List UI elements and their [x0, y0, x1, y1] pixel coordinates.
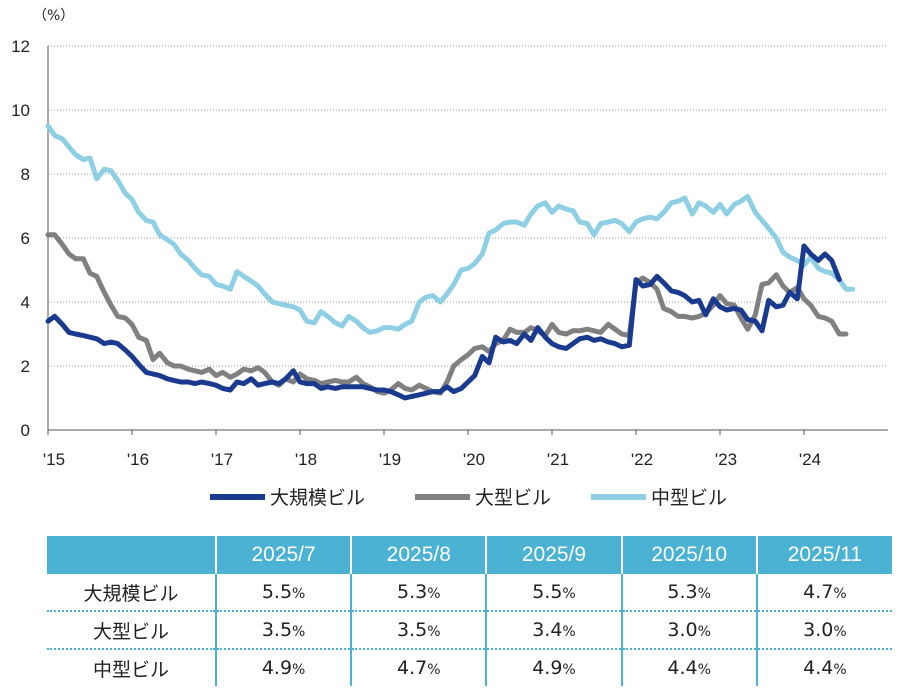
table-cell-unit: %	[833, 586, 847, 602]
chart-legend: 大規模ビル 大型ビル 中型ビル	[210, 487, 727, 509]
table-cell-value: 4.9	[532, 657, 563, 679]
table-corner-cell	[47, 536, 216, 574]
table-column-header: 2025/8	[350, 536, 487, 574]
y-tick-label: 10	[11, 101, 30, 120]
y-axis-ticks: 0 2 4 6 8 10 12	[11, 37, 30, 440]
table-cell-unit: %	[833, 662, 847, 678]
table-column-header: 2025/9	[485, 536, 622, 574]
table-cell: 4.7%	[350, 649, 487, 686]
table-row: 大規模ビル 5.5% 5.3% 5.5% 5.3% 4.7%	[47, 574, 892, 612]
table-cell-value: 4.4	[667, 657, 698, 679]
y-tick-label: 8	[21, 165, 30, 184]
table-cell-unit: %	[427, 586, 441, 602]
table-cell-unit: %	[292, 586, 306, 602]
table-cell-value: 3.5	[261, 619, 293, 641]
table-cell-unit: %	[697, 586, 711, 602]
table-cell-unit: %	[562, 586, 576, 602]
line-chart: （%） 0 2 4 6 8 10 12 '15 '16 '17 '18 '19 '20 '21 '22 '2…	[11, 8, 888, 509]
y-tick-label: 0	[21, 421, 30, 440]
table-cell: 3.5%	[214, 611, 352, 650]
table-cell: 4.9%	[485, 649, 622, 686]
x-tick-label: '18	[295, 450, 317, 469]
legend-label: 中型ビル	[651, 487, 727, 509]
table-cell-value: 5.3	[397, 581, 428, 603]
x-tick-label: '19	[379, 450, 401, 469]
table-cell-value: 5.5	[261, 581, 293, 603]
y-axis-unit-label: （%）	[33, 8, 74, 24]
table-cell: 5.5%	[214, 574, 352, 612]
table-row-label: 大規模ビル	[47, 574, 216, 612]
table-cell-value: 5.3	[667, 581, 698, 603]
table-column-header: 2025/11	[755, 536, 892, 574]
x-tick-label: '24	[799, 450, 821, 469]
x-axis-ticks: '15 '16 '17 '18 '19 '20 '21 '22 '23 '24	[43, 430, 821, 469]
table-cell-unit: %	[427, 624, 441, 640]
series-line	[45, 243, 842, 401]
table-cell-value: 3.0	[803, 619, 834, 641]
table-row-label: 中型ビル	[92, 658, 169, 681]
table-cell-value: 3.0	[667, 619, 698, 641]
table-cell-unit: %	[833, 624, 847, 640]
table-cell-value: 4.7	[803, 581, 834, 603]
table-cell-unit: %	[292, 662, 306, 678]
chart-grid	[47, 45, 888, 431]
table-cell: 4.4%	[755, 649, 892, 686]
table-cell-value: 4.4	[803, 657, 834, 679]
x-tick-label: '16	[127, 450, 149, 469]
table-cell-value: 4.7	[397, 657, 428, 679]
table-cell-unit: %	[292, 624, 306, 640]
table-cell-value: 3.5	[397, 619, 428, 641]
y-tick-label: 4	[21, 293, 30, 312]
table-cell: 3.0%	[755, 611, 892, 650]
table-cell: 3.0%	[620, 611, 757, 650]
table-cell: 3.5%	[350, 611, 487, 650]
chart-series	[45, 123, 856, 401]
vacancy-rate-table: 2025/7 2025/8 2025/9 2025/10 2025/11 大規模…	[47, 536, 892, 686]
series-line	[45, 232, 849, 396]
table-row: 中型ビル 4.9% 4.7% 4.9% 4.4% 4.4%	[47, 649, 892, 686]
y-tick-label: 2	[21, 357, 30, 376]
series-line	[45, 123, 856, 335]
table-column-header: 2025/10	[620, 536, 757, 574]
table-cell-value: 3.4	[532, 619, 563, 641]
table-cell: 4.4%	[620, 649, 757, 686]
table-cell-unit: %	[562, 624, 576, 640]
x-tick-label: '15	[43, 450, 65, 469]
table-cell-value: 5.5	[532, 581, 563, 603]
table-cell-unit: %	[697, 624, 711, 640]
table-row-label: 大型ビル	[47, 611, 216, 650]
x-tick-label: '22	[631, 450, 653, 469]
x-tick-label: '20	[463, 450, 485, 469]
y-tick-label: 12	[11, 37, 30, 56]
table-cell-value: 4.9	[261, 657, 293, 679]
table-cell: 5.3%	[350, 574, 487, 612]
legend-label: 大規模ビル	[270, 487, 365, 509]
table-cell: 5.5%	[485, 574, 622, 612]
x-tick-label: '17	[211, 450, 233, 469]
table-cell: 3.4%	[485, 611, 622, 650]
legend-label: 大型ビル	[475, 487, 551, 509]
x-tick-label: '21	[547, 450, 569, 469]
table-row: 大型ビル 3.5% 3.5% 3.4% 3.0% 3.0%	[47, 611, 892, 650]
table-cell-unit: %	[562, 662, 576, 678]
table-header-row: 2025/7 2025/8 2025/9 2025/10 2025/11	[47, 536, 892, 574]
table-cell: 4.9%	[214, 649, 352, 686]
y-tick-label: 6	[21, 229, 30, 248]
x-tick-label: '23	[715, 450, 737, 469]
table-cell-unit: %	[427, 662, 441, 678]
table-cell-unit: %	[697, 662, 711, 678]
table-column-header: 2025/7	[214, 536, 352, 574]
table-cell: 4.7%	[755, 574, 892, 612]
table-cell: 5.3%	[620, 574, 757, 612]
